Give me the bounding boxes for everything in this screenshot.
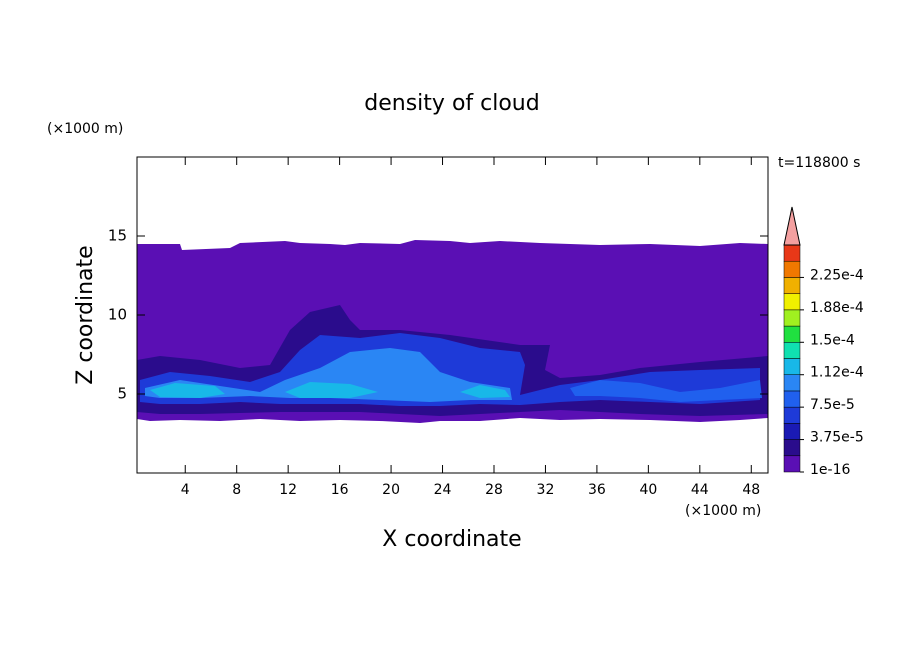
contour-region (460, 385, 510, 398)
colorbar-band (783, 358, 801, 375)
y-tick-label: 15 (108, 227, 127, 245)
x-tick-label: 20 (382, 482, 400, 498)
colorbar-band (783, 244, 801, 262)
x-tick-label: 40 (639, 482, 657, 498)
colorbar-band (783, 342, 801, 359)
colorbar-band (783, 325, 801, 343)
colorbar-tick-label: 3.75e-5 (810, 430, 864, 446)
x-tick-label: 48 (742, 482, 760, 498)
colorbar-tick-label: 1.5e-4 (810, 332, 855, 348)
colorbar-band (783, 423, 801, 440)
colorbar-tick-label: 1.88e-4 (810, 300, 864, 316)
contour-region (145, 348, 512, 402)
annotation: t=118800 s (778, 155, 860, 171)
x-tick-label: 16 (331, 482, 349, 498)
contour-region (285, 382, 378, 398)
colorbar-band (783, 374, 801, 392)
x-tick-label: 28 (485, 482, 503, 498)
colorbar-band (783, 293, 801, 311)
colorbar-tick-label: 1e-16 (810, 462, 850, 478)
x-tick-label: 4 (181, 482, 190, 498)
colorbar-band (783, 309, 801, 327)
colorbar-tick-label: 7.5e-5 (810, 397, 855, 413)
colorbar-band (783, 439, 801, 457)
x-tick-label: 32 (537, 482, 555, 498)
x-axis-label: X coordinate (382, 527, 521, 552)
x-unit: (×1000 m) (685, 503, 761, 519)
y-tick-label: 10 (108, 306, 127, 324)
colorbar-band (783, 277, 801, 294)
colorbar-tick-label: 2.25e-4 (810, 267, 864, 283)
x-tick-label: 8 (232, 482, 241, 498)
colorbar-tick-label: 1.12e-4 (810, 365, 864, 381)
colorbar-band (783, 390, 801, 408)
x-tick-label: 12 (279, 482, 297, 498)
colorbar-band (783, 406, 801, 424)
colorbar-band (783, 455, 801, 473)
y-tick-label: 5 (117, 385, 127, 403)
y-axis-label: Z coordinate (73, 245, 98, 384)
colorbar-extend (783, 206, 801, 246)
contour-field (137, 240, 768, 423)
contour-region (570, 380, 762, 402)
y-unit: (×1000 m) (47, 121, 123, 137)
colorbar-band (783, 260, 801, 278)
x-tick-label: 36 (588, 482, 606, 498)
x-tick-label: 44 (691, 482, 709, 498)
x-tick-label: 24 (434, 482, 452, 498)
chart-title: density of cloud (364, 91, 539, 116)
contour-region (150, 383, 225, 398)
